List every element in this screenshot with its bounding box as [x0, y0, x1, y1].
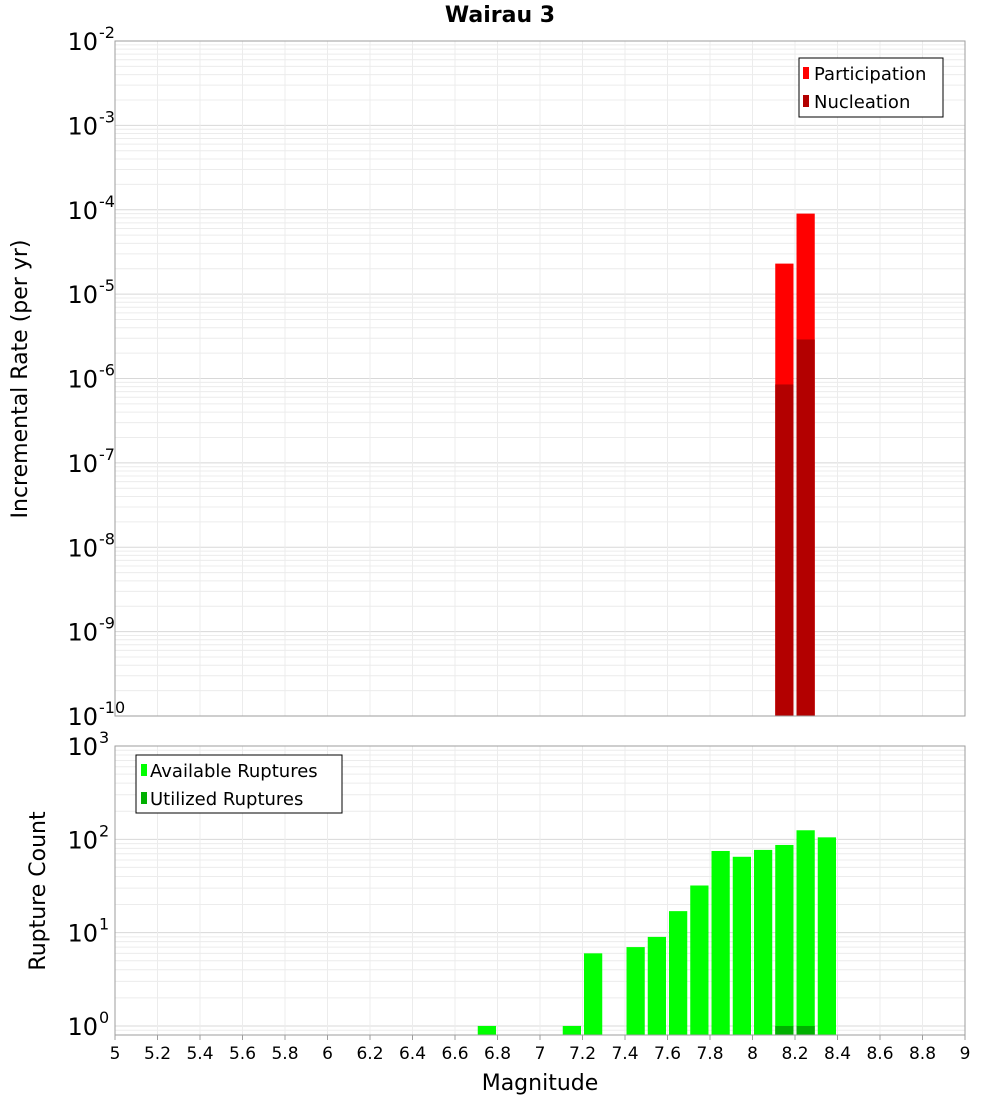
- y-tick-label: 10: [67, 733, 98, 761]
- y-tick-exponent: -4: [99, 192, 115, 211]
- y-tick-label: 10: [67, 703, 98, 731]
- bottom-legend-box: [135, 754, 343, 814]
- x-ticks: 5 5.2 5.4 5.6 5.8 6 6.2 6.4 6.6 6.8 7 7.2 7.4 7.6 7.8 8…: [110, 1035, 971, 1064]
- y-tick-label: 10: [67, 826, 98, 854]
- y-tick-label: 10: [67, 1013, 98, 1041]
- y-tick-label: 10: [67, 281, 98, 309]
- bar-available-ruptures: [775, 844, 794, 1035]
- x-tick-label: 6.4: [399, 1044, 426, 1064]
- bar-nucleation: [796, 339, 815, 716]
- x-tick-label: 7.2: [569, 1044, 596, 1064]
- y-tick-exponent: -2: [99, 23, 115, 42]
- x-tick-label: 6.6: [441, 1044, 468, 1064]
- y-tick-exponent: -7: [99, 445, 115, 464]
- top-plot-frame: [114, 40, 966, 717]
- bar-available-ruptures: [754, 849, 773, 1035]
- bar-available-ruptures: [690, 885, 709, 1035]
- x-tick-label: 5.6: [229, 1044, 256, 1064]
- legend-label-nucleation: Nucleation: [814, 92, 910, 113]
- y-tick-exponent: 2: [99, 821, 109, 840]
- legend-swatch-participation: [803, 67, 809, 79]
- y-tick-exponent: 3: [99, 728, 109, 747]
- y-tick-exponent: -8: [99, 529, 115, 548]
- x-tick-label: 5.8: [271, 1044, 298, 1064]
- x-tick-label: 6.8: [484, 1044, 511, 1064]
- legend-swatch-available-ruptures: [141, 764, 147, 776]
- bottom-legend: Available Ruptures Utilized Ruptures: [135, 754, 343, 814]
- y-tick-label: 10: [67, 197, 98, 225]
- top-plot-bars: [775, 213, 815, 717]
- top-legend: Participation Nucleation: [798, 57, 944, 118]
- bottom-plot-bars: [477, 830, 836, 1035]
- bar-available-ruptures: [626, 947, 645, 1035]
- x-tick-label: 9: [960, 1044, 971, 1064]
- bar-available-ruptures: [584, 953, 603, 1035]
- x-tick-label: 5: [110, 1044, 121, 1064]
- bottom-y-axis-label: Rupture Count: [26, 811, 51, 971]
- bar-available-ruptures: [796, 830, 815, 1035]
- x-axis-label: Magnitude: [482, 1071, 599, 1096]
- y-tick-label: 10: [67, 366, 98, 394]
- y-tick-label: 10: [67, 619, 98, 647]
- y-tick-exponent: 0: [99, 1008, 109, 1027]
- bar-utilized-ruptures: [796, 1025, 815, 1035]
- bar-nucleation: [775, 384, 794, 716]
- x-tick-label: 8: [747, 1044, 758, 1064]
- y-tick-exponent: -6: [99, 361, 115, 380]
- y-tick-exponent: -9: [99, 614, 115, 633]
- x-tick-label: 5.4: [186, 1044, 213, 1064]
- top-plot-grid: [114, 40, 966, 717]
- x-tick-label: 7.4: [611, 1044, 638, 1064]
- y-tick-label: 10: [67, 920, 98, 948]
- y-tick-exponent: 1: [99, 915, 109, 934]
- x-tick-label: 8.2: [781, 1044, 808, 1064]
- legend-swatch-nucleation: [803, 95, 809, 107]
- top-y-axis-label: Incremental Rate (per yr): [8, 240, 33, 519]
- legend-swatch-utilized-ruptures: [141, 792, 147, 804]
- x-tick-label: 7.6: [654, 1044, 681, 1064]
- y-tick-exponent: -10: [99, 698, 125, 717]
- bar-available-ruptures: [477, 1025, 496, 1035]
- y-tick-exponent: -5: [99, 276, 115, 295]
- x-tick-label: 7: [535, 1044, 546, 1064]
- top-legend-box: [798, 57, 944, 118]
- y-tick-label: 10: [67, 112, 98, 140]
- bar-available-ruptures: [711, 850, 730, 1035]
- bar-available-ruptures: [647, 936, 666, 1035]
- x-tick-label: 8.8: [909, 1044, 936, 1064]
- x-tick-label: 7.8: [696, 1044, 723, 1064]
- bar-utilized-ruptures: [775, 1025, 794, 1035]
- legend-label-participation: Participation: [814, 64, 926, 85]
- x-tick-label: 6: [322, 1044, 333, 1064]
- y-tick-label: 10: [67, 450, 98, 478]
- legend-label-available-ruptures: Available Ruptures: [150, 761, 318, 782]
- x-tick-label: 5.2: [144, 1044, 171, 1064]
- chart-title: Wairau 3: [445, 3, 555, 28]
- bar-available-ruptures: [562, 1025, 581, 1035]
- bar-available-ruptures: [732, 856, 751, 1035]
- y-tick-exponent: -3: [99, 107, 115, 126]
- legend-label-utilized-ruptures: Utilized Ruptures: [150, 789, 303, 810]
- y-tick-label: 10: [67, 28, 98, 56]
- x-tick-label: 6.2: [356, 1044, 383, 1064]
- y-tick-label: 10: [67, 534, 98, 562]
- bar-available-ruptures: [669, 911, 688, 1035]
- x-tick-label: 8.6: [866, 1044, 893, 1064]
- x-tick-label: 8.4: [824, 1044, 851, 1064]
- bar-available-ruptures: [817, 837, 836, 1035]
